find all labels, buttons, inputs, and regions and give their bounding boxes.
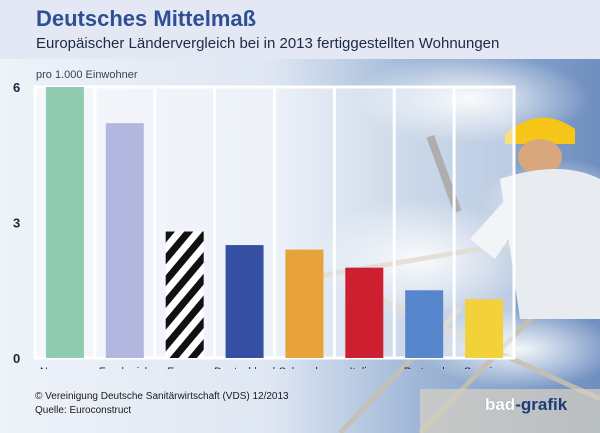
y-tick-label: 3 [13,216,20,231]
worker-figure [426,117,600,319]
y-tick-label: 6 [13,80,20,95]
logo-part-a: bad [485,395,516,414]
x-category-label: Schweden [279,366,330,369]
x-category-label: Deutschland [214,366,275,369]
bar-schweden [285,249,324,358]
chart-title: Deutsches Mittelmaß [36,6,257,31]
chart-subtitle: Europäischer Ländervergleich bei in 2013… [36,35,500,52]
header-band: Deutsches Mittelmaß Europäischer Länderv… [0,0,600,59]
bar-chart: 0 3 6 Norwegen Frankreich Europainsgesamt Deu… [13,80,516,369]
x-category-label: Portugal [404,366,445,369]
bar-spanien [465,299,504,358]
bar-deutschland [225,245,264,358]
bar-norwegen [45,87,84,358]
background-photo [0,59,600,433]
bar-italien [345,267,384,358]
y-tick-label: 0 [13,351,20,366]
logo-part-b: -grafik [515,395,568,414]
unit-label: pro 1.000 Einwohner [36,69,138,81]
bar-frankreich [105,123,144,358]
brand-logo: bad-grafik [485,395,567,415]
copyright-note: © Vereinigung Deutsche Sanitärwirtschaft… [35,391,289,402]
x-category-label: Italien [350,366,379,369]
bar-europa-insgesamt [165,231,204,358]
bar-portugal [405,290,444,358]
source-note: Quelle: Euroconstruct [35,405,132,416]
x-category-label: Europainsgesamt [160,366,210,369]
x-category-label: Norwegen [40,366,90,369]
x-category-label: Spanien [464,366,504,369]
x-category-label: Frankreich [99,366,151,369]
